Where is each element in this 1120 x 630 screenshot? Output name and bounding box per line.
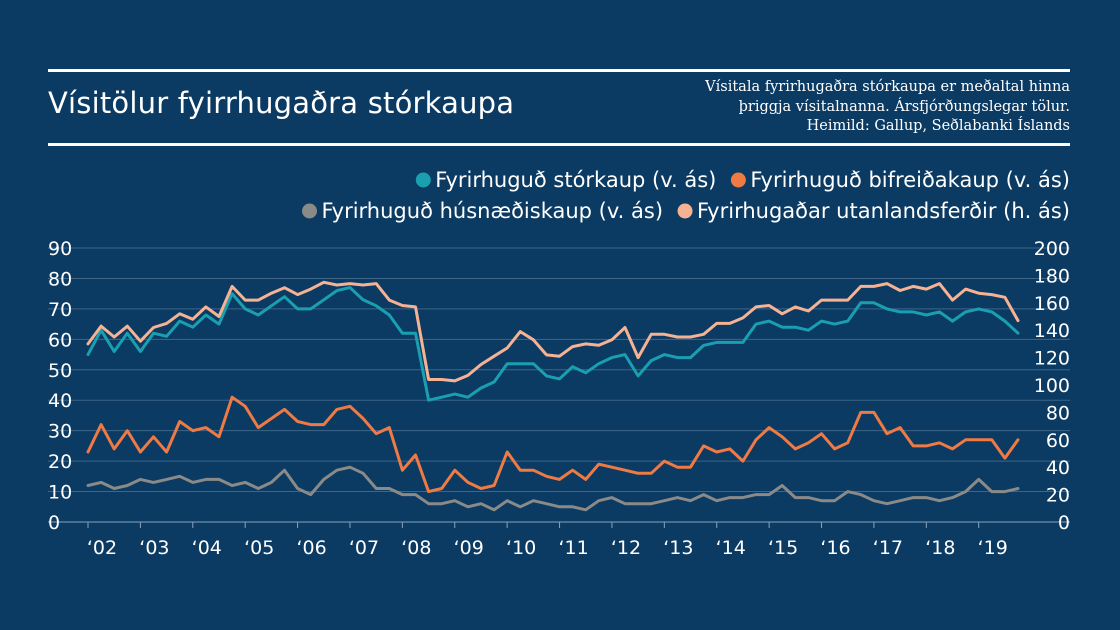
right-tick-label: 120	[1034, 348, 1070, 370]
note-line: Vísitala fyrirhugaðra stórkaupa er meðal…	[705, 79, 1070, 95]
chart-note: Vísitala fyrirhugaðra stórkaupa er meðal…	[550, 78, 1070, 137]
x-tick-label: ‘12	[611, 537, 641, 559]
x-tick-label: ‘16	[820, 537, 850, 559]
note-line: þriggja vísitalnanna. Ársfjórðungslegar …	[738, 98, 1070, 115]
legend-label: Fyrirhuguð húsnæðiskaup (v. ás)	[322, 199, 664, 223]
x-tick-label: ‘09	[454, 537, 484, 559]
x-tick-label: ‘07	[349, 537, 379, 559]
legend-marker	[302, 203, 317, 219]
x-tick-label: ‘15	[768, 537, 798, 559]
series-line	[86, 286, 1020, 402]
legend-label: Fyrirhuguð stórkaup (v. ás)	[435, 168, 716, 192]
left-axis: 0 10 20 30 40 50 60 70 80 90	[48, 238, 72, 534]
series-lines	[86, 280, 1020, 512]
x-tick-label: ‘04	[192, 537, 222, 559]
left-tick-label: 60	[48, 329, 72, 351]
series-line	[86, 465, 1020, 512]
right-tick-label: 60	[1046, 430, 1070, 452]
top-rule	[48, 69, 1070, 72]
note-line: Heimild: Gallup, Seðlabanki Íslands	[806, 118, 1070, 134]
x-tick-label: ‘11	[558, 537, 588, 559]
x-tick-label: ‘06	[296, 537, 326, 559]
right-tick-label: 20	[1046, 485, 1070, 507]
x-tick-label: ‘13	[663, 537, 693, 559]
left-tick-label: 50	[48, 360, 72, 382]
legend-marker	[730, 172, 746, 188]
legend-label: Fyrirhugaðar utanlandsferðir (h. ás)	[697, 199, 1070, 223]
x-tick-label: ‘18	[925, 537, 955, 559]
series-line	[86, 395, 1020, 494]
right-tick-label: 200	[1034, 238, 1070, 260]
x-tick-label: ‘10	[506, 537, 536, 559]
left-tick-label: 10	[48, 482, 72, 504]
left-tick-label: 80	[48, 268, 72, 290]
legend-label: Fyrirhuguð bifreiðakaup (v. ás)	[750, 168, 1070, 192]
legend-marker	[677, 203, 693, 219]
right-tick-label: 160	[1034, 293, 1070, 315]
left-tick-label: 90	[48, 238, 72, 260]
right-tick-label: 40	[1046, 457, 1070, 479]
x-tick-label: ‘14	[716, 537, 746, 559]
x-tick-label: ‘17	[873, 537, 903, 559]
left-tick-label: 70	[48, 299, 72, 321]
legend-marker	[415, 172, 431, 188]
right-tick-label: 100	[1034, 375, 1070, 397]
series-line	[86, 280, 1020, 383]
right-axis: 0 20 40 60 80 100 120 140 160 180 200	[1034, 238, 1070, 534]
left-tick-label: 30	[48, 421, 72, 443]
x-tick-label: ‘02	[87, 537, 117, 559]
right-tick-label: 180	[1034, 265, 1070, 287]
right-tick-label: 140	[1034, 320, 1070, 342]
chart-title: Vísitölur fyirrhugaðra stórkaupa	[48, 86, 515, 120]
x-tick-label: ‘03	[139, 537, 169, 559]
right-tick-label: 80	[1046, 402, 1070, 424]
bottom-rule	[48, 143, 1070, 146]
right-tick-label: 0	[1058, 512, 1070, 534]
left-tick-label: 40	[48, 390, 72, 412]
left-tick-label: 20	[48, 451, 72, 473]
left-tick-label: 0	[48, 512, 60, 534]
x-axis: ‘02 ‘03 ‘04 ‘05 ‘06 ‘07 ‘08 ‘09 ‘10 ‘11 ‘12 ‘13 ‘14 ‘…	[87, 522, 1008, 559]
x-tick-label: ‘05	[244, 537, 274, 559]
legend: Fyrirhuguð bifreiðakaup (v. ás) Fyrirhugu…	[302, 168, 1070, 223]
x-tick-label: ‘08	[401, 537, 431, 559]
gridlines	[48, 247, 1070, 523]
x-tick-label: ‘19	[978, 537, 1008, 559]
